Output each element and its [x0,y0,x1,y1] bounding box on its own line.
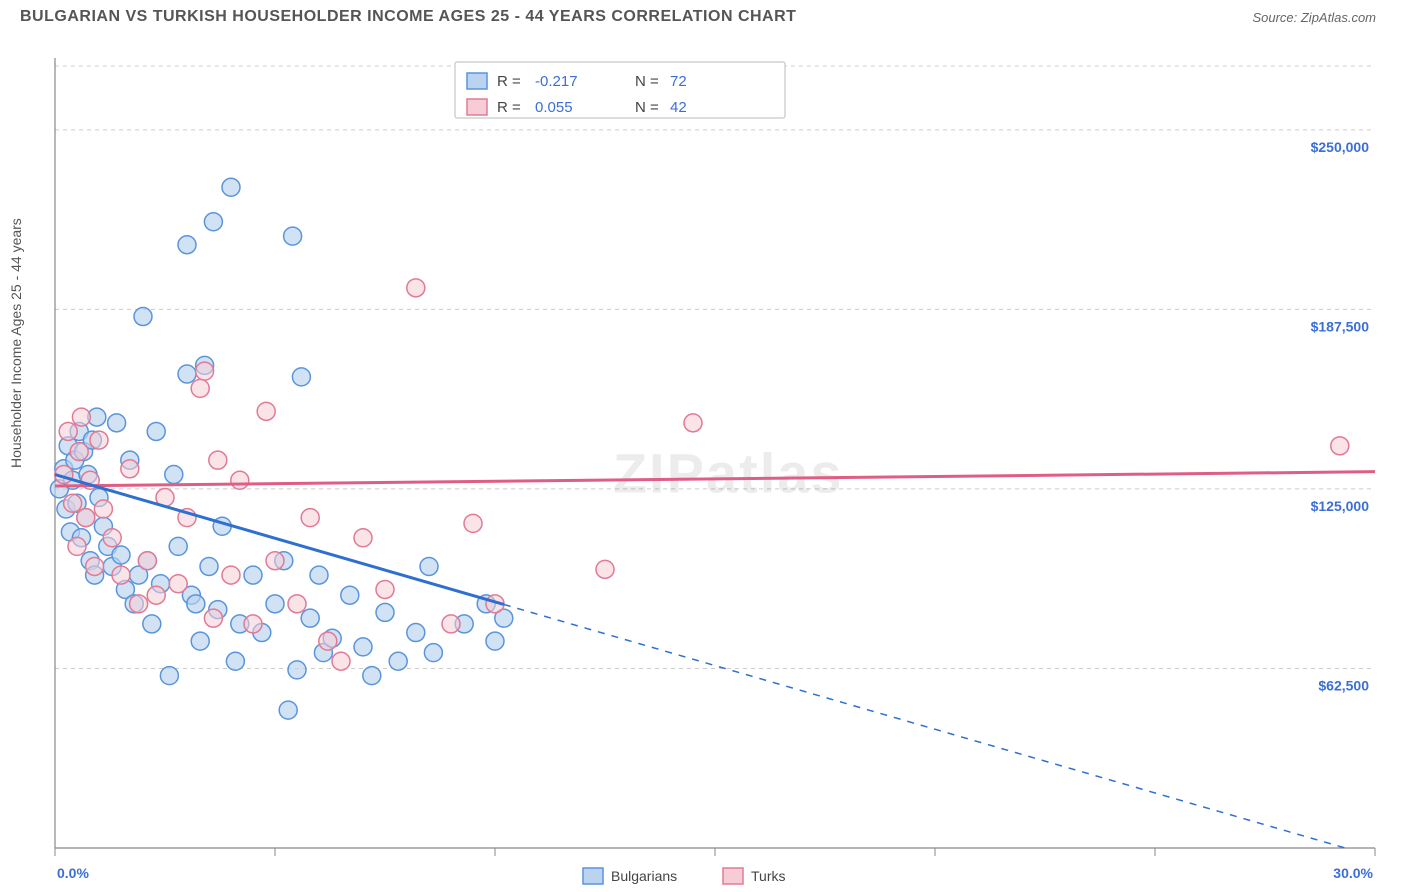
trend-line-bulgarians-extrapolated [504,604,1345,848]
watermark: ZIPatlas [613,442,844,505]
data-point [209,451,227,469]
data-point [288,661,306,679]
data-point [244,566,262,584]
data-point [407,279,425,297]
data-point [279,701,297,719]
data-point [464,514,482,532]
data-point [204,609,222,627]
chart-title: BULGARIAN VS TURKISH HOUSEHOLDER INCOME … [20,8,796,25]
legend-n-value: 72 [670,73,687,90]
data-point [130,595,148,613]
legend-n-label: N = [635,99,659,116]
y-tick-label: $187,500 [1311,318,1370,334]
data-point [147,422,165,440]
data-point [1331,437,1349,455]
x-tick-label: 30.0% [1333,865,1373,881]
data-point [70,443,88,461]
data-point [191,632,209,650]
data-point [684,414,702,432]
data-point [332,652,350,670]
y-tick-label: $250,000 [1311,139,1370,155]
data-point [147,586,165,604]
data-point [86,557,104,575]
scatter-chart: $62,500 $125,000 $187,500 $250,000 0.0% 30.0%… [0,48,1406,892]
legend-r-value: -0.217 [535,73,578,90]
data-point [244,615,262,633]
data-point [376,603,394,621]
data-point [112,546,130,564]
data-point [77,509,95,527]
data-point [121,460,139,478]
data-point [222,566,240,584]
data-point [486,632,504,650]
y-axis-label: Householder Income Ages 25 - 44 years [8,218,24,468]
y-tick-label: $125,000 [1311,498,1370,514]
data-point [64,494,82,512]
legend-r-label: R = [497,73,521,90]
chart-container: Householder Income Ages 25 - 44 years $6… [0,48,1406,892]
x-tick-label: 0.0% [57,865,89,881]
legend-n-value: 42 [670,99,687,116]
data-point [138,552,156,570]
data-point [134,308,152,326]
data-point [376,580,394,598]
data-point [442,615,460,633]
data-point [266,595,284,613]
data-point [160,667,178,685]
data-point [112,566,130,584]
legend-swatch [467,73,487,89]
data-point [169,575,187,593]
data-point [420,557,438,575]
data-point [169,537,187,555]
data-point [319,632,337,650]
data-point [204,213,222,231]
data-point [288,595,306,613]
data-point [191,379,209,397]
y-tick-label: $62,500 [1318,677,1369,693]
data-point [103,529,121,547]
data-point [389,652,407,670]
source-label: Source: ZipAtlas.com [1252,10,1376,25]
data-point [284,227,302,245]
data-point [257,402,275,420]
data-point [292,368,310,386]
data-point [363,667,381,685]
data-point [301,509,319,527]
data-point [59,422,77,440]
data-point [196,362,214,380]
series-label: Turks [751,868,785,884]
data-point [200,557,218,575]
legend-n-label: N = [635,73,659,90]
data-point [341,586,359,604]
data-point [424,644,442,662]
data-point [407,624,425,642]
data-point [226,652,244,670]
legend-r-label: R = [497,99,521,116]
data-point [266,552,284,570]
data-point [90,431,108,449]
data-point [301,609,319,627]
series-swatch [583,868,603,884]
data-point [94,500,112,518]
data-point [354,638,372,656]
data-point [143,615,161,633]
legend-r-value: 0.055 [535,99,573,116]
data-point [596,560,614,578]
data-point [310,566,328,584]
data-point [108,414,126,432]
data-point [178,365,196,383]
data-point [68,537,86,555]
series-swatch [723,868,743,884]
data-point [72,408,90,426]
data-point [222,178,240,196]
data-point [187,595,205,613]
data-point [178,236,196,254]
data-point [165,466,183,484]
legend-swatch [467,99,487,115]
series-label: Bulgarians [611,868,677,884]
data-point [354,529,372,547]
data-point [231,471,249,489]
